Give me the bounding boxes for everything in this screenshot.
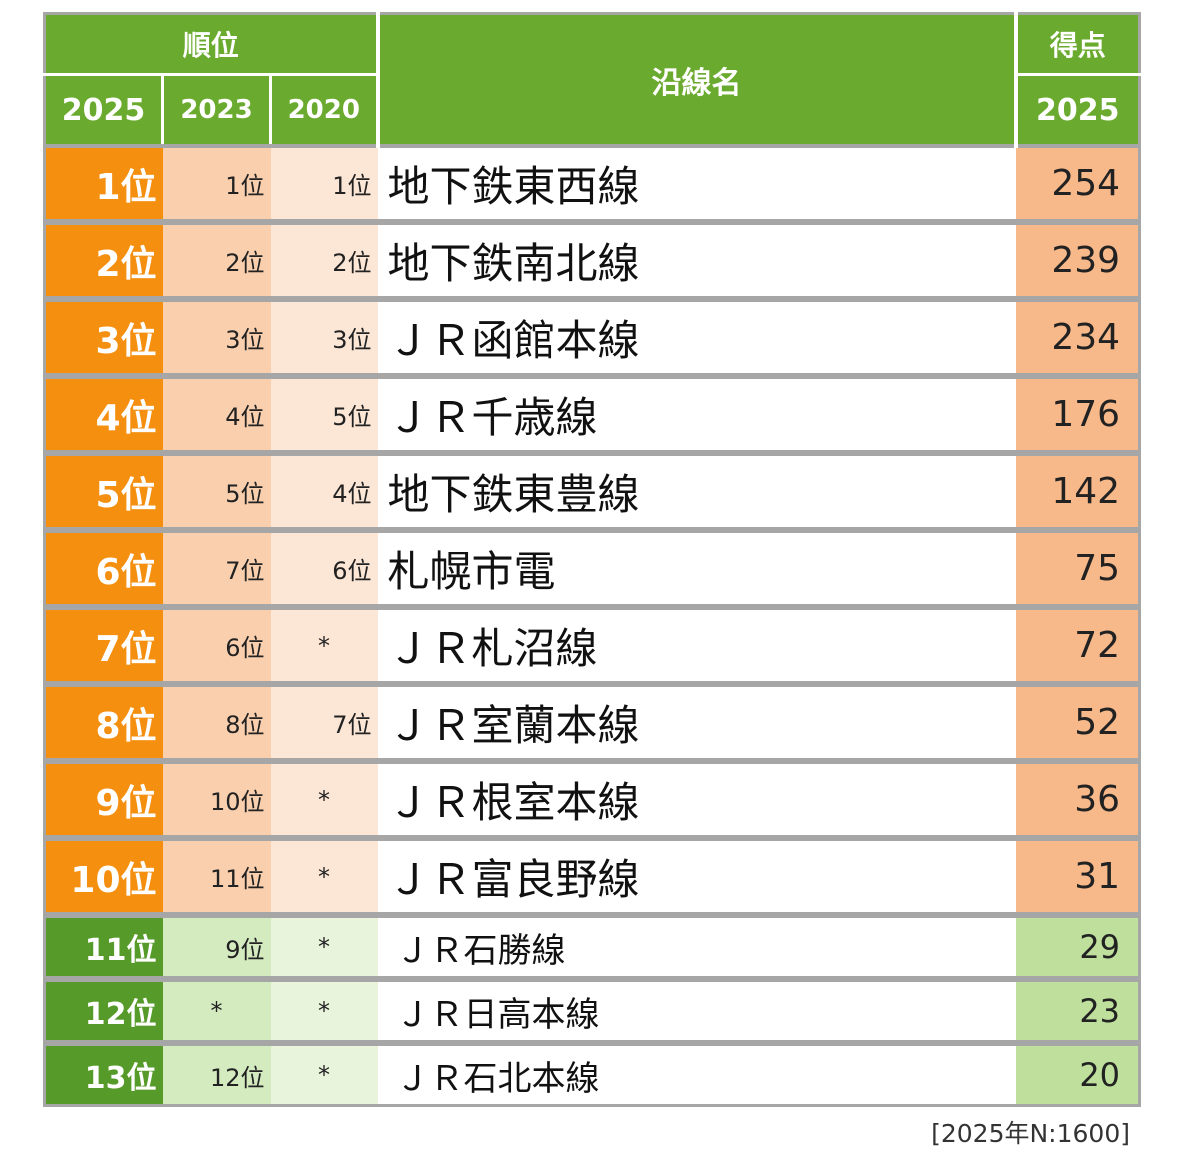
line-name-cell: 地下鉄東豊線 — [377, 450, 1016, 530]
rank-2023-cell: 11位 — [162, 835, 271, 915]
rank-2023-cell: 8位 — [162, 681, 271, 761]
rank-2025-cell: 13位 — [44, 1040, 163, 1106]
line-name-cell: ＪＲ千歳線 — [377, 373, 1016, 453]
rank-2020-cell: * — [270, 1040, 378, 1106]
line-name-cell: ＪＲ札沼線 — [377, 604, 1016, 684]
score-group-header: 得点 — [1015, 13, 1140, 76]
score-cell: 234 — [1015, 296, 1140, 376]
score-cell: 31 — [1015, 835, 1140, 915]
line-name-cell: 地下鉄南北線 — [377, 219, 1016, 299]
score-cell: 176 — [1015, 373, 1140, 453]
table-row: 5位 5位 4位 地下鉄東豊線 142 — [44, 450, 1140, 530]
score-cell: 29 — [1015, 912, 1140, 979]
rank-2023-cell: 1位 — [162, 144, 271, 222]
ranking-rows: 1位 1位 1位 地下鉄東西線 254 2位 2位 2位 地下鉄南北線 239 3位 3位 3位 ＪＲ函館… — [44, 144, 1140, 1106]
rank-2025-cell: 1位 — [44, 144, 163, 222]
line-name-cell: ＪＲ函館本線 — [377, 296, 1016, 376]
rank-2025-cell: 10位 — [44, 835, 163, 915]
line-name-header: 沿線名 — [375, 13, 1018, 146]
rank-2020-cell: 7位 — [270, 681, 378, 761]
rank-2023-cell: * — [162, 976, 271, 1043]
ranking-table-wrapper: 順位 沿線名 得点 2025 2023 2020 2025 1位 1位 1位 地下鉄東… — [43, 12, 1142, 1107]
score-cell: 254 — [1015, 144, 1140, 222]
rank-2020-header: 2020 — [268, 74, 378, 146]
line-name-cell: ＪＲ富良野線 — [377, 835, 1016, 915]
rank-2020-cell: 2位 — [270, 219, 378, 299]
score-cell: 23 — [1015, 976, 1140, 1043]
rank-2020-cell: 4位 — [270, 450, 378, 530]
table-row: 6位 7位 6位 札幌市電 75 — [44, 527, 1140, 607]
line-name-cell: ＪＲ日高本線 — [377, 976, 1016, 1043]
rank-2020-cell: * — [270, 835, 378, 915]
rank-2023-cell: 7位 — [162, 527, 271, 607]
rank-2025-cell: 4位 — [44, 373, 163, 453]
rank-2020-cell: 5位 — [270, 373, 378, 453]
rank-2025-cell: 11位 — [44, 912, 163, 979]
rank-2020-cell: 6位 — [270, 527, 378, 607]
score-cell: 142 — [1015, 450, 1140, 530]
rank-2025-cell: 5位 — [44, 450, 163, 530]
rank-2025-cell: 12位 — [44, 976, 163, 1043]
rank-2020-cell: 1位 — [270, 144, 378, 222]
line-name-cell: 地下鉄東西線 — [377, 144, 1016, 222]
rank-2020-cell: * — [270, 976, 378, 1043]
score-2025-header: 2025 — [1015, 74, 1140, 146]
score-cell: 239 — [1015, 219, 1140, 299]
table-row: 9位 10位 * ＪＲ根室本線 36 — [44, 758, 1140, 838]
rank-2023-cell: 5位 — [162, 450, 271, 530]
rank-2023-header: 2023 — [161, 74, 271, 146]
table-row: 4位 4位 5位 ＪＲ千歳線 176 — [44, 373, 1140, 453]
table-row: 8位 8位 7位 ＪＲ室蘭本線 52 — [44, 681, 1140, 761]
line-name-cell: ＪＲ石勝線 — [377, 912, 1016, 979]
line-name-cell: 札幌市電 — [377, 527, 1016, 607]
rank-2025-cell: 9位 — [44, 758, 163, 838]
rank-2025-cell: 3位 — [44, 296, 163, 376]
score-cell: 72 — [1015, 604, 1140, 684]
table-row: 1位 1位 1位 地下鉄東西線 254 — [44, 144, 1140, 222]
line-name-cell: ＪＲ石北本線 — [377, 1040, 1016, 1106]
rank-2020-cell: 3位 — [270, 296, 378, 376]
rank-2023-cell: 4位 — [162, 373, 271, 453]
table-row: 12位 * * ＪＲ日高本線 23 — [44, 976, 1140, 1043]
rank-2023-cell: 12位 — [162, 1040, 271, 1106]
table-row: 11位 9位 * ＪＲ石勝線 29 — [44, 912, 1140, 979]
score-cell: 52 — [1015, 681, 1140, 761]
score-cell: 20 — [1015, 1040, 1140, 1106]
rank-2020-cell: * — [270, 758, 378, 838]
table-row: 2位 2位 2位 地下鉄南北線 239 — [44, 219, 1140, 299]
line-name-cell: ＪＲ根室本線 — [377, 758, 1016, 838]
rank-2023-cell: 6位 — [162, 604, 271, 684]
ranking-table: 順位 沿線名 得点 2025 2023 2020 2025 1位 1位 1位 地下鉄東… — [43, 12, 1142, 1107]
rank-2025-cell: 6位 — [44, 527, 163, 607]
rank-2023-cell: 2位 — [162, 219, 271, 299]
rank-2025-header: 2025 — [44, 74, 163, 146]
rank-2020-cell: * — [270, 604, 378, 684]
table-row: 3位 3位 3位 ＪＲ函館本線 234 — [44, 296, 1140, 376]
score-cell: 75 — [1015, 527, 1140, 607]
rank-2025-cell: 7位 — [44, 604, 163, 684]
rank-2023-cell: 10位 — [162, 758, 271, 838]
table-row: 7位 6位 * ＪＲ札沼線 72 — [44, 604, 1140, 684]
line-name-cell: ＪＲ室蘭本線 — [377, 681, 1016, 761]
sample-size-note: [2025年N:1600] — [931, 1119, 1130, 1148]
rank-2023-cell: 3位 — [162, 296, 271, 376]
rank-2023-cell: 9位 — [162, 912, 271, 979]
table-row: 13位 12位 * ＪＲ石北本線 20 — [44, 1040, 1140, 1106]
rank-2025-cell: 8位 — [44, 681, 163, 761]
score-cell: 36 — [1015, 758, 1140, 838]
rank-group-header: 順位 — [44, 13, 378, 76]
rank-2020-cell: * — [270, 912, 378, 979]
rank-2025-cell: 2位 — [44, 219, 163, 299]
table-row: 10位 11位 * ＪＲ富良野線 31 — [44, 835, 1140, 915]
